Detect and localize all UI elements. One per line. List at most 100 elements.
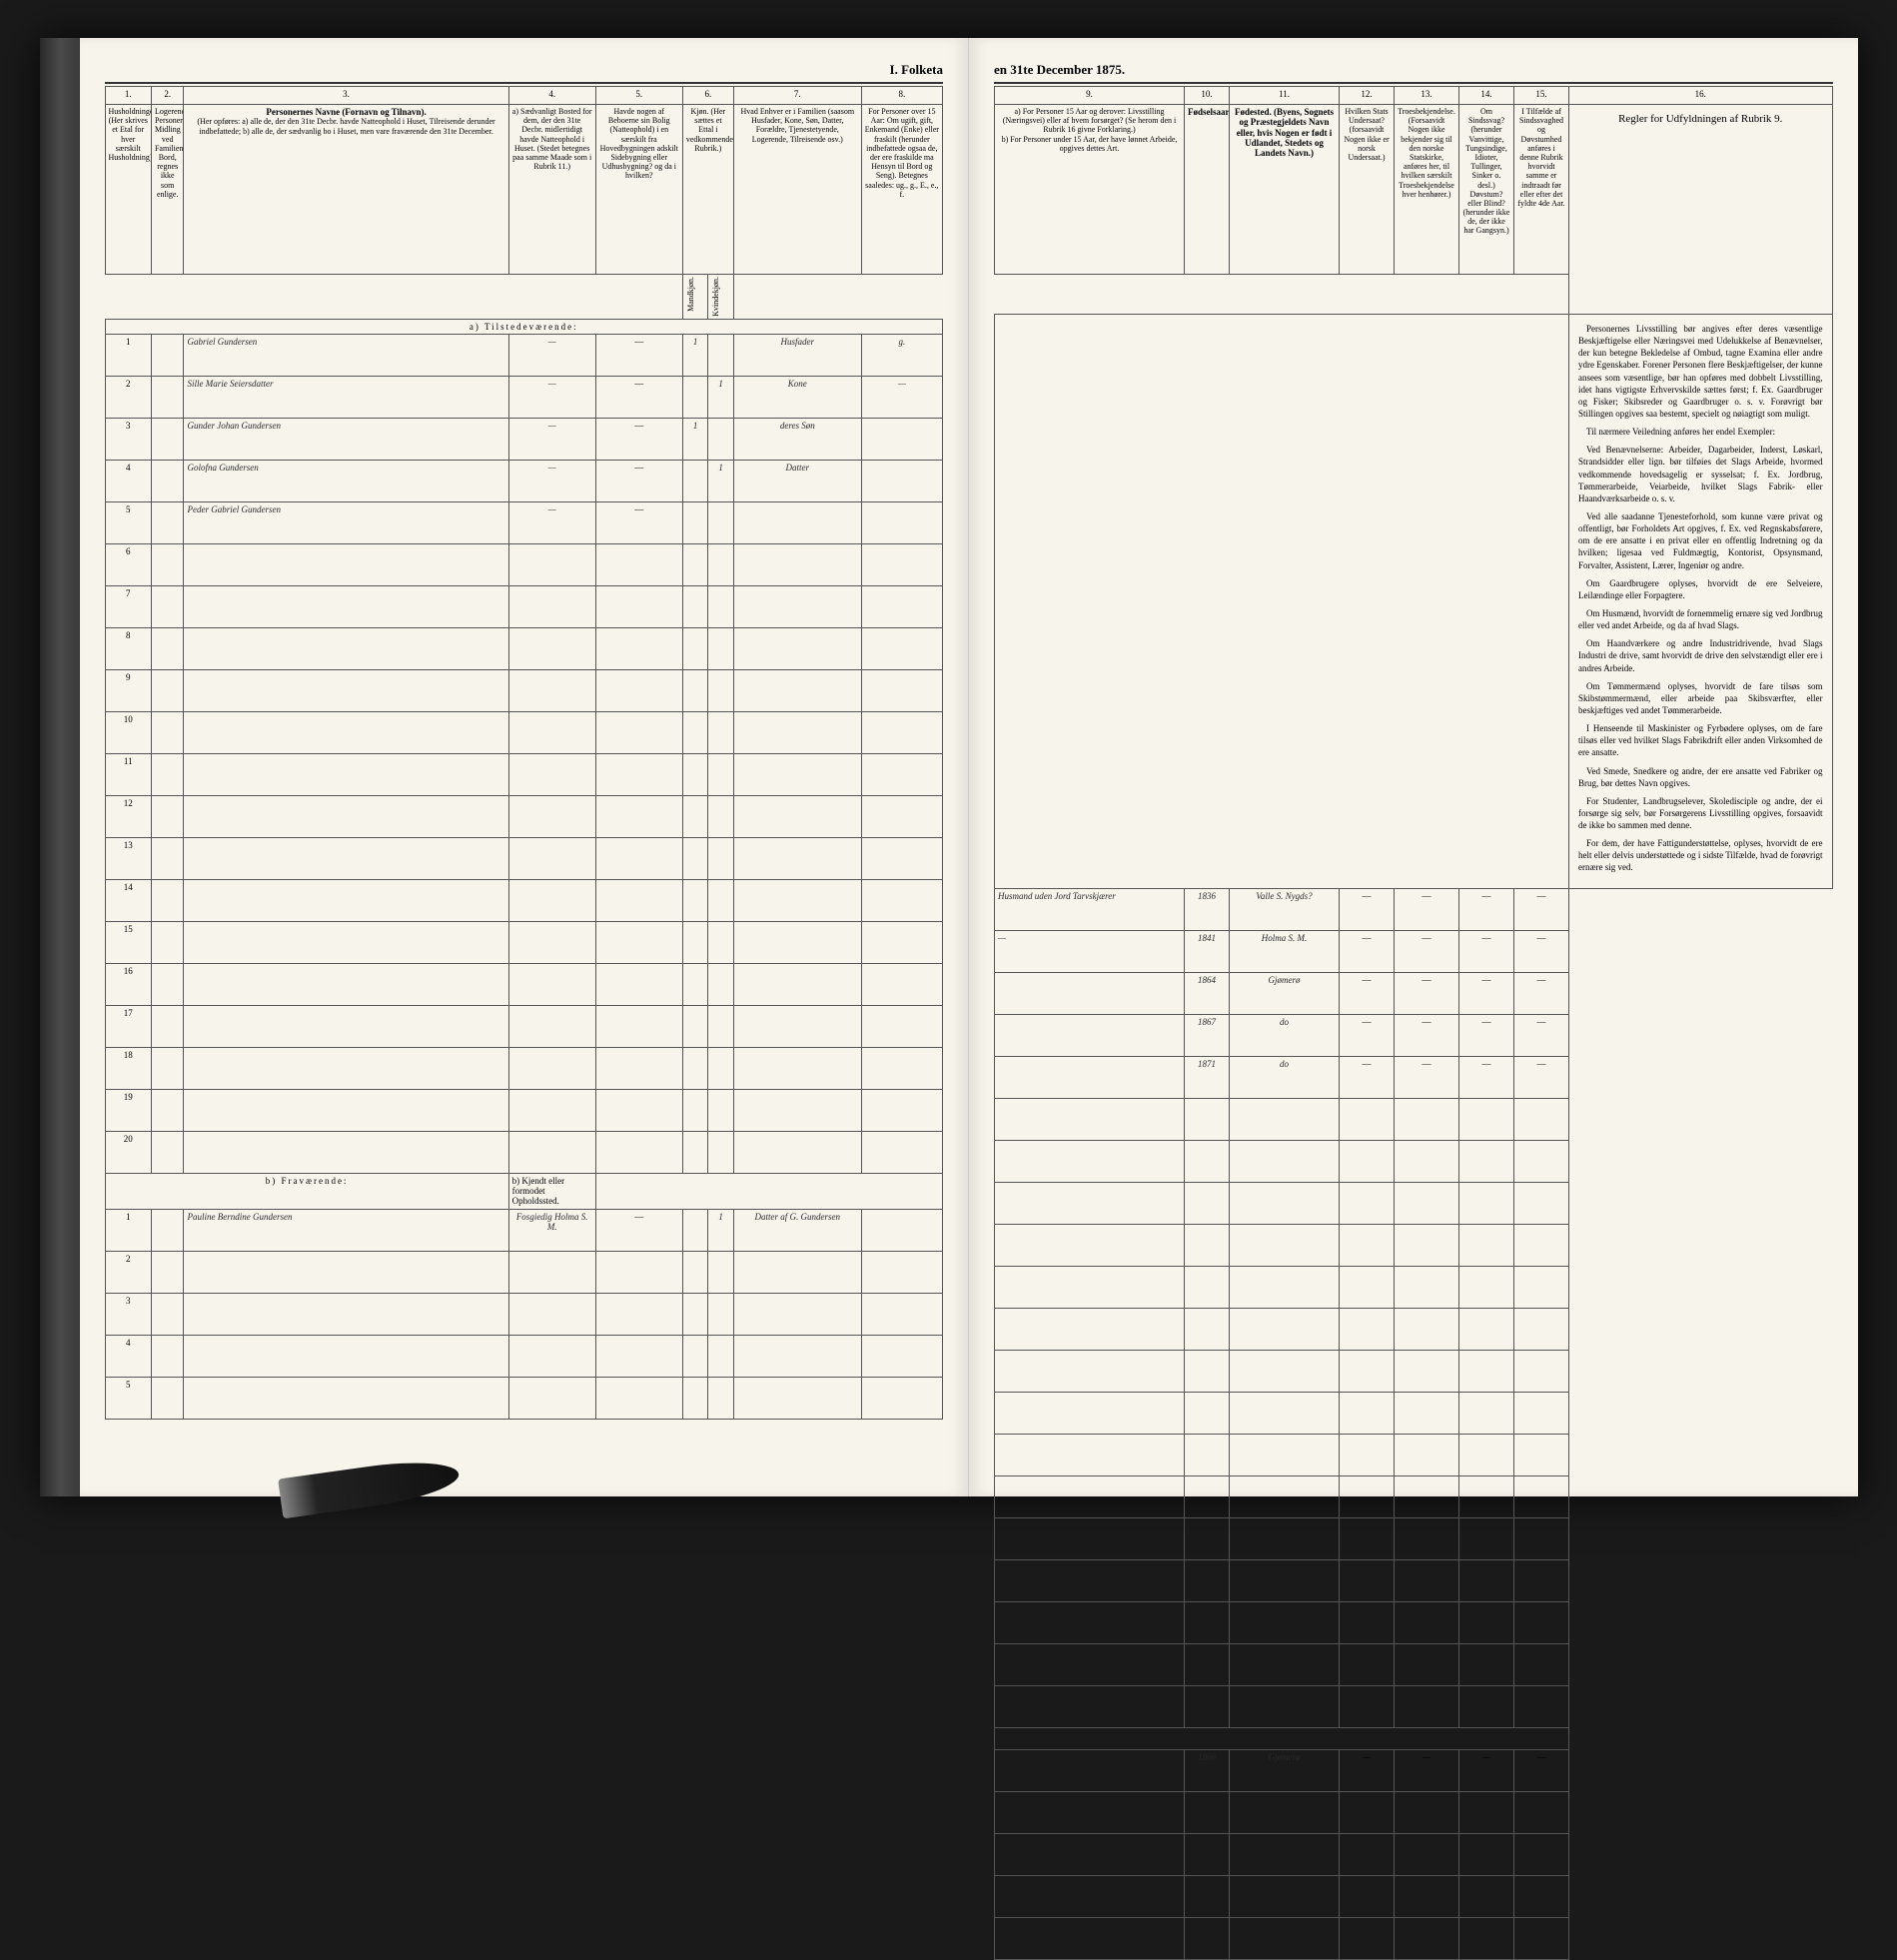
occupation xyxy=(995,1308,1185,1350)
left-page: I. Folketa 1. 2. 3. 4. 5. 6. 7. 8. Husho… xyxy=(80,38,970,1496)
marital xyxy=(861,921,942,963)
col4 xyxy=(508,1377,595,1419)
col5 xyxy=(595,1335,682,1377)
table-row xyxy=(995,1559,1833,1601)
role xyxy=(733,1251,861,1293)
birthplace: do xyxy=(1230,1056,1340,1098)
table-row xyxy=(995,1224,1833,1266)
marital: g. xyxy=(861,334,942,376)
role xyxy=(733,627,861,669)
row-number: 12 xyxy=(105,795,151,837)
col5 xyxy=(595,711,682,753)
occupation xyxy=(995,1475,1185,1517)
table-row: 1871 do — — — — xyxy=(995,1056,1833,1098)
row-number: 19 xyxy=(105,1089,151,1131)
hdr-16: Regler for Udfyldningen af Rubrik 9. xyxy=(1569,105,1833,315)
sex-m xyxy=(682,1005,708,1047)
marital xyxy=(861,753,942,795)
occupation xyxy=(995,1875,1185,1917)
table-row xyxy=(995,1266,1833,1308)
hdr-14: Om Sindssvag? (herunder Vanvittige, Tung… xyxy=(1459,105,1514,275)
sex-m xyxy=(682,1335,708,1377)
marital xyxy=(861,711,942,753)
col4: — xyxy=(508,418,595,460)
marital xyxy=(861,585,942,627)
table-row: — 1841 Holma S. M. — — — — xyxy=(995,930,1833,972)
row-number: 17 xyxy=(105,1005,151,1047)
col5 xyxy=(595,669,682,711)
occupation xyxy=(995,972,1185,1014)
col-num-13: 13. xyxy=(1395,87,1459,105)
birthplace xyxy=(1230,1434,1340,1475)
sex-f xyxy=(708,627,734,669)
person-name xyxy=(184,1293,508,1335)
birthplace xyxy=(1230,1350,1340,1392)
row-number: 5 xyxy=(105,1377,151,1419)
marital xyxy=(861,1209,942,1251)
sex-f xyxy=(708,543,734,585)
sex-f xyxy=(708,879,734,921)
table-row xyxy=(995,1685,1833,1727)
role xyxy=(733,753,861,795)
col5: — xyxy=(595,501,682,543)
row-number: 5 xyxy=(105,501,151,543)
sex-f xyxy=(708,418,734,460)
hdr-9: a) For Personer 15 Aar og derover: Livss… xyxy=(995,105,1185,275)
marital xyxy=(861,418,942,460)
role xyxy=(733,963,861,1005)
sex-f xyxy=(708,334,734,376)
sex-m xyxy=(682,1293,708,1335)
col4: Fosgiedig Holma S. M. xyxy=(508,1209,595,1251)
table-row: 5 Peder Gabriel Gundersen — — xyxy=(105,501,943,543)
col4 xyxy=(508,1251,595,1293)
birth-year xyxy=(1185,1475,1230,1517)
table-row: 13 xyxy=(105,837,943,879)
table-row: 3 xyxy=(105,1293,943,1335)
col-num-16: 16. xyxy=(1569,87,1833,105)
col4 xyxy=(508,795,595,837)
row-number: 10 xyxy=(105,711,151,753)
sex-m xyxy=(682,627,708,669)
col4 xyxy=(508,543,595,585)
hdr-13: Troesbekjendelse. (Forsaavidt Nogen ikke… xyxy=(1395,105,1459,275)
row-number: 11 xyxy=(105,753,151,795)
occupation xyxy=(995,1350,1185,1392)
sex-m xyxy=(682,753,708,795)
sex-m xyxy=(682,879,708,921)
occupation xyxy=(995,1182,1185,1224)
person-name xyxy=(184,585,508,627)
table-row: 15 xyxy=(105,921,943,963)
marital xyxy=(861,1335,942,1377)
occupation xyxy=(995,1685,1185,1727)
hdr-11: Fødested. (Byens, Sognets og Præstegjeld… xyxy=(1230,105,1340,275)
table-row: 1866 Gjømerø — — — — xyxy=(995,1749,1833,1791)
person-name xyxy=(184,795,508,837)
col5 xyxy=(595,795,682,837)
sex-m xyxy=(682,1251,708,1293)
role xyxy=(733,1131,861,1173)
section-a-label: a) Tilstedeværende: xyxy=(105,319,943,334)
occupation: — xyxy=(995,930,1185,972)
birth-year xyxy=(1185,1601,1230,1643)
col4 xyxy=(508,627,595,669)
role: Datter xyxy=(733,460,861,501)
person-name xyxy=(184,543,508,585)
sex-f xyxy=(708,1293,734,1335)
birthplace xyxy=(1230,1559,1340,1601)
birthplace: Holma S. M. xyxy=(1230,930,1340,972)
sex-m xyxy=(682,921,708,963)
col4 xyxy=(508,585,595,627)
row-number: 9 xyxy=(105,669,151,711)
col4 xyxy=(508,879,595,921)
marital xyxy=(861,1047,942,1089)
sex-m: 1 xyxy=(682,334,708,376)
occupation xyxy=(995,1917,1185,1959)
birth-year xyxy=(1185,1350,1230,1392)
birth-year xyxy=(1185,1224,1230,1266)
col5 xyxy=(595,543,682,585)
col5 xyxy=(595,1293,682,1335)
occupation xyxy=(995,1833,1185,1875)
occupation xyxy=(995,1434,1185,1475)
census-table-left: 1. 2. 3. 4. 5. 6. 7. 8. Husholdninger. (… xyxy=(105,86,944,1420)
col5: — xyxy=(595,334,682,376)
